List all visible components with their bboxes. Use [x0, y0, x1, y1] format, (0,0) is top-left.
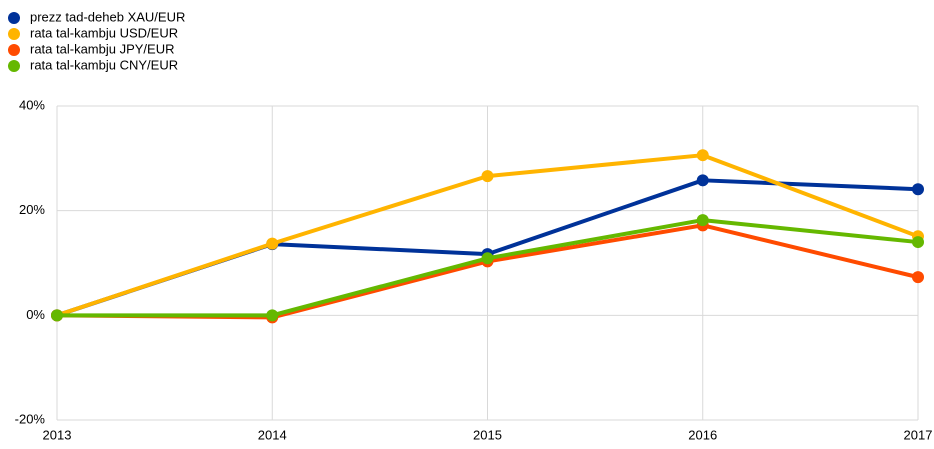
point: [266, 309, 279, 322]
legend-label: rata tal-kambju USD/EUR: [30, 25, 178, 40]
legend-marker: [8, 60, 20, 72]
point: [696, 214, 709, 227]
x-tick-label: 2014: [258, 427, 287, 442]
y-tick-label: 40%: [19, 97, 45, 112]
x-tick-label: 2013: [43, 427, 72, 442]
x-tick-label: 2015: [473, 427, 502, 442]
legend-label: rata tal-kambju JPY/EUR: [30, 41, 175, 56]
point: [696, 149, 709, 162]
point: [912, 236, 924, 249]
point: [481, 252, 494, 265]
y-tick-label: 20%: [19, 202, 45, 217]
legend-marker: [8, 12, 20, 24]
x-tick-label: 2016: [688, 427, 717, 442]
legend-label: rata tal-kambju CNY/EUR: [30, 57, 178, 72]
point: [696, 174, 709, 187]
point: [912, 271, 924, 284]
legend-marker: [8, 28, 20, 40]
legend-label: prezz tad-deheb XAU/EUR: [30, 9, 185, 24]
point: [912, 183, 924, 196]
point: [51, 309, 63, 322]
y-tick-label: -20%: [15, 411, 46, 426]
y-tick-label: 0%: [26, 307, 45, 322]
legend-marker: [8, 44, 20, 56]
x-tick-label: 2017: [904, 427, 933, 442]
point: [266, 237, 279, 250]
point: [481, 170, 494, 183]
